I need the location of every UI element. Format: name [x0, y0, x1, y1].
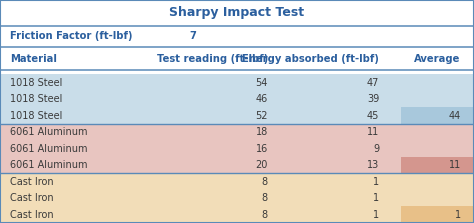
Bar: [0, 157, 401, 173]
Text: 6061 Aluminum: 6061 Aluminum: [10, 160, 88, 170]
Text: 1: 1: [373, 210, 379, 220]
Bar: [0, 74, 401, 91]
Bar: [401, 107, 474, 124]
Text: 6061 Aluminum: 6061 Aluminum: [10, 144, 88, 154]
Text: 6061 Aluminum: 6061 Aluminum: [10, 127, 88, 137]
Bar: [401, 74, 474, 91]
Text: Material: Material: [10, 54, 57, 64]
Text: 9: 9: [373, 144, 379, 154]
Text: Cast Iron: Cast Iron: [10, 177, 54, 187]
Text: 54: 54: [255, 78, 268, 87]
Bar: [0, 124, 401, 140]
Text: Average: Average: [414, 54, 461, 64]
Text: 1: 1: [373, 177, 379, 187]
Text: 7: 7: [190, 31, 197, 41]
Text: Cast Iron: Cast Iron: [10, 193, 54, 203]
Text: 47: 47: [367, 78, 379, 87]
Bar: [0, 91, 401, 107]
Text: 11: 11: [448, 160, 461, 170]
Text: 16: 16: [255, 144, 268, 154]
Text: Test reading (ft-lbf): Test reading (ft-lbf): [156, 54, 268, 64]
Text: 39: 39: [367, 94, 379, 104]
Text: Cast Iron: Cast Iron: [10, 210, 54, 220]
Bar: [401, 190, 474, 206]
Text: 11: 11: [367, 127, 379, 137]
Text: 13: 13: [367, 160, 379, 170]
Text: Energy absorbed (ft-lbf): Energy absorbed (ft-lbf): [242, 54, 379, 64]
Bar: [401, 206, 474, 223]
Text: 1018 Steel: 1018 Steel: [10, 111, 63, 121]
Bar: [401, 140, 474, 157]
Bar: [401, 124, 474, 140]
Text: 8: 8: [262, 193, 268, 203]
Bar: [0, 206, 401, 223]
Text: 20: 20: [255, 160, 268, 170]
Text: Friction Factor (ft-lbf): Friction Factor (ft-lbf): [10, 31, 133, 41]
Bar: [0, 173, 401, 190]
Text: Sharpy Impact Test: Sharpy Impact Test: [169, 6, 305, 19]
Text: 1: 1: [373, 193, 379, 203]
Text: 44: 44: [448, 111, 461, 121]
Bar: [0, 190, 401, 206]
Text: 52: 52: [255, 111, 268, 121]
Text: 46: 46: [255, 94, 268, 104]
Text: 1018 Steel: 1018 Steel: [10, 94, 63, 104]
Text: 18: 18: [255, 127, 268, 137]
Text: 1: 1: [455, 210, 461, 220]
Text: 8: 8: [262, 177, 268, 187]
Bar: [0, 107, 401, 124]
Bar: [401, 91, 474, 107]
Bar: [0, 140, 401, 157]
Bar: [401, 173, 474, 190]
Text: 1018 Steel: 1018 Steel: [10, 78, 63, 87]
Text: 8: 8: [262, 210, 268, 220]
Bar: [401, 157, 474, 173]
Text: 45: 45: [367, 111, 379, 121]
